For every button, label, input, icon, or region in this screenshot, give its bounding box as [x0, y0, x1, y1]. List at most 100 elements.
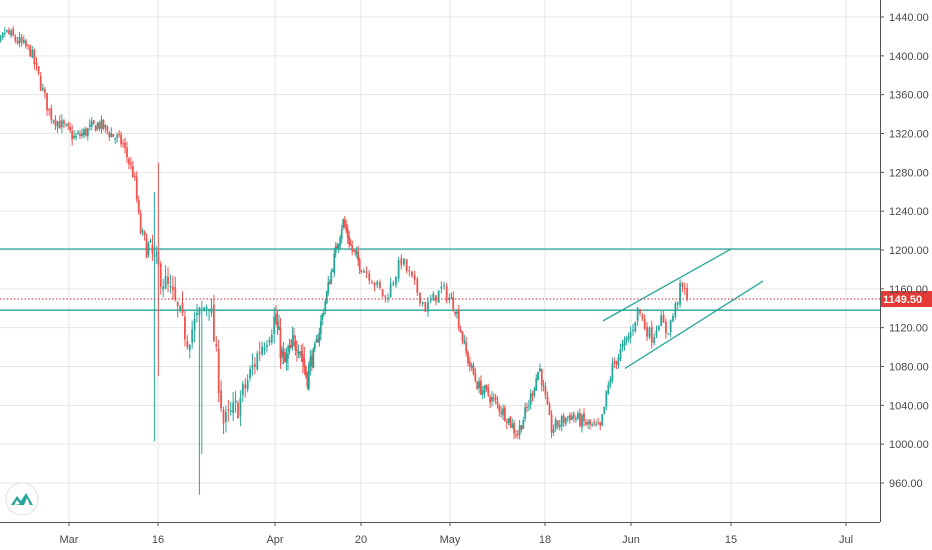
- candle-body: [683, 287, 686, 290]
- candle-body: [424, 302, 427, 312]
- candle-body: [318, 332, 321, 343]
- tradingview-logo-icon[interactable]: [5, 482, 39, 516]
- candle-body: [583, 413, 585, 422]
- candle-body: [94, 125, 97, 132]
- candle-body: [395, 276, 397, 285]
- candle-body: [342, 219, 345, 228]
- candle-body: [174, 287, 177, 300]
- candle-body: [587, 421, 589, 425]
- candle-body: [200, 307, 203, 309]
- candle-body: [234, 400, 237, 403]
- candle-body: [284, 352, 286, 363]
- candle-body: [75, 135, 77, 138]
- candle-body: [437, 290, 440, 303]
- candle-body: [345, 224, 348, 231]
- candle-body: [613, 361, 616, 364]
- candle-body: [591, 424, 594, 426]
- candle-body: [625, 337, 628, 341]
- candle-body: [524, 407, 527, 419]
- candle-body: [440, 286, 443, 289]
- candle-body: [416, 278, 419, 293]
- time-tick-label: 18: [539, 534, 551, 546]
- candle-body: [301, 354, 304, 362]
- candle-body: [120, 134, 122, 145]
- candle-body: [266, 345, 268, 348]
- candle-body: [169, 285, 172, 288]
- candle-body: [348, 236, 351, 245]
- candle-body: [159, 263, 162, 288]
- candle-body: [632, 329, 634, 331]
- candle-body: [597, 423, 600, 425]
- candle-body: [672, 315, 674, 321]
- candle-body: [14, 36, 17, 41]
- candle-body: [145, 238, 148, 258]
- candle-body: [67, 124, 70, 127]
- price-tick-label: 1320.00: [889, 129, 929, 141]
- logo-circle[interactable]: [5, 482, 39, 516]
- candle-body: [167, 276, 169, 285]
- candle-body: [229, 410, 232, 412]
- candle-body: [516, 433, 519, 435]
- price-tick-label: 1000.00: [889, 439, 929, 451]
- candle-body: [37, 66, 40, 74]
- price-tick-label: 960.00: [889, 478, 923, 490]
- candle-body: [88, 124, 91, 127]
- price-tick-label: 1440.00: [889, 12, 929, 24]
- candle-body: [300, 350, 303, 356]
- candle-body: [470, 364, 473, 368]
- time-tick-label: Mar: [60, 534, 79, 546]
- time-tick-label: Jun: [622, 534, 640, 546]
- price-axis[interactable]: 960.00 1000.00 1040.00 1080.00 1120.00 1160.0…: [0, 0, 929, 523]
- candle-body: [253, 364, 256, 367]
- candle-body: [149, 240, 152, 242]
- candle-body: [225, 411, 227, 422]
- candle-body: [81, 133, 83, 136]
- candle-body: [84, 128, 87, 136]
- candle-body: [35, 62, 38, 66]
- candle-body: [498, 404, 501, 412]
- price-tick-label: 1280.00: [889, 167, 929, 179]
- candle-body: [456, 311, 458, 314]
- candle-body: [408, 270, 411, 272]
- candle-body: [562, 415, 565, 423]
- candle-body: [157, 251, 160, 265]
- candle-body: [355, 252, 358, 255]
- candle-body: [505, 421, 508, 424]
- price-tick-label: 1240.00: [889, 206, 929, 218]
- candle-body: [137, 200, 140, 213]
- candle-body: [63, 120, 65, 124]
- candle-body: [384, 295, 387, 297]
- candle-body: [478, 381, 480, 389]
- candle-body: [641, 315, 644, 319]
- candle-body: [461, 331, 464, 341]
- candle-body: [122, 143, 124, 145]
- candle-body: [554, 419, 557, 429]
- candle-body: [263, 348, 266, 351]
- candle-body: [279, 328, 282, 359]
- candle-body: [71, 131, 74, 140]
- candle-body: [246, 380, 249, 390]
- candle-body: [110, 133, 113, 138]
- candle-body: [179, 305, 181, 310]
- candle-body: [294, 340, 297, 351]
- candle-body: [291, 338, 294, 347]
- time-tick-label: 20: [355, 534, 367, 546]
- candle-body: [572, 414, 575, 419]
- candle-body: [457, 310, 460, 329]
- candle-body: [674, 303, 677, 317]
- candle-body: [548, 404, 551, 415]
- candle-body: [79, 134, 81, 136]
- candle-body: [98, 122, 101, 129]
- candle-body: [215, 343, 218, 347]
- candle-body: [20, 37, 23, 43]
- time-axis[interactable]: Mar 16 Apr 20 May 18 Jun 15 Jul: [60, 522, 854, 546]
- candle-body: [595, 423, 598, 425]
- candle-body: [387, 297, 389, 299]
- candle-body: [346, 228, 349, 239]
- candle-body: [619, 349, 622, 359]
- candle-body: [287, 353, 289, 359]
- candle-body: [29, 45, 32, 57]
- candle-body: [181, 302, 184, 313]
